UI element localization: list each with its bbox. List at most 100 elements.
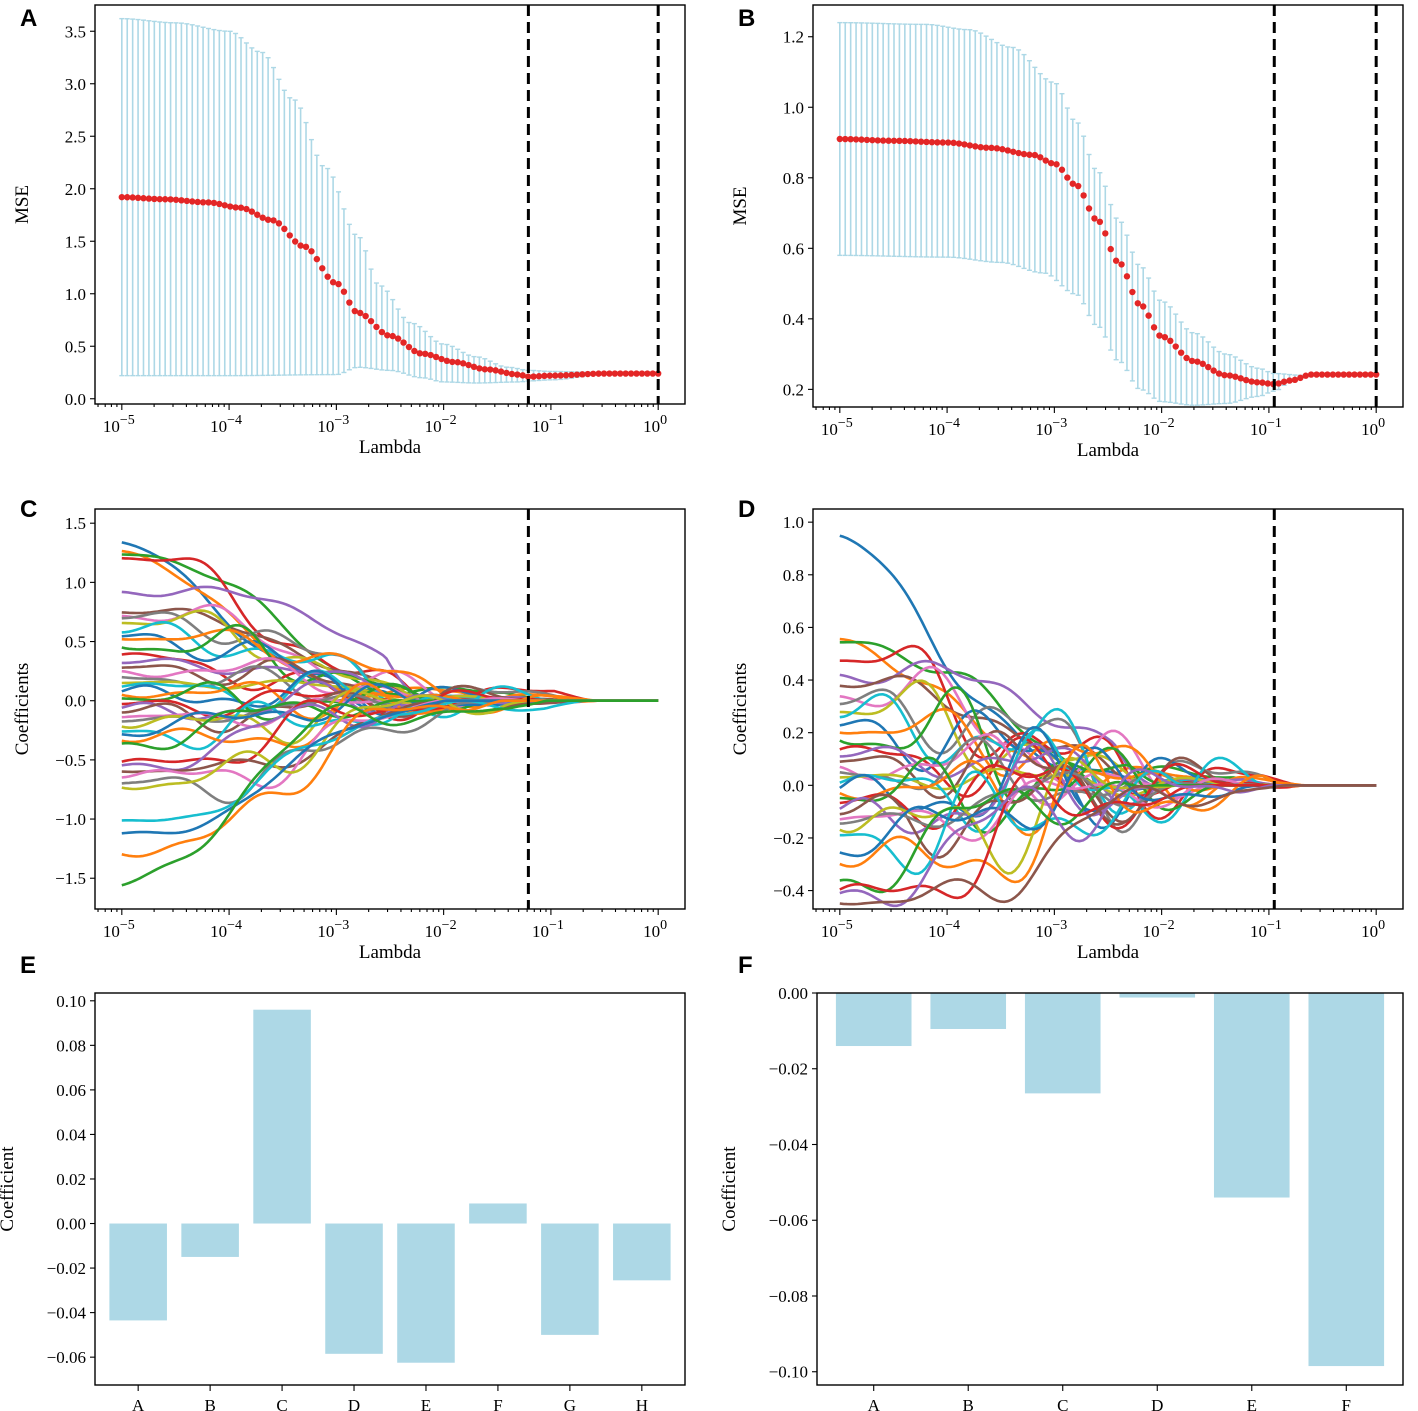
mean-mse-point-B [1009, 148, 1017, 155]
mean-mse-point-B [1313, 371, 1320, 378]
mean-mse-point-A [275, 220, 283, 227]
x-tick-label-B: 10−5 [821, 416, 853, 439]
mean-mse-point-A [470, 363, 478, 371]
mean-mse-point-B [993, 145, 1001, 152]
y-tick-label-E: 0.06 [56, 1081, 86, 1100]
coefficient-bar-E [469, 1203, 527, 1224]
mean-mse-point-A [416, 350, 423, 357]
plot-frame-B [812, 4, 1404, 408]
mean-mse-point-A [124, 194, 131, 201]
mean-mse-point-A [199, 199, 207, 206]
mean-mse-point-A [319, 265, 326, 272]
mean-mse-point-B [1280, 378, 1288, 385]
mean-mse-point-B [1226, 372, 1234, 379]
x-tick-label-F: F [1342, 1396, 1351, 1411]
mean-mse-point-B [907, 137, 914, 145]
y-tick-label-D: 0.0 [783, 776, 804, 795]
mean-mse-point-A [243, 205, 250, 213]
y-tick-label-B: 0.8 [783, 169, 804, 188]
x-tick-label-A: 10−4 [210, 413, 242, 436]
y-tick-label-E: −0.02 [47, 1259, 86, 1278]
y-tick-label-E: 0.00 [56, 1215, 86, 1234]
y-axis-label-C: Coefficients [12, 663, 33, 756]
y-axis-label-B: MSE [730, 186, 751, 225]
mean-mse-point-A [476, 365, 483, 372]
mean-mse-point-B [1264, 380, 1272, 387]
plot-frame-F [816, 992, 1404, 1386]
mean-mse-point-B [1150, 324, 1158, 331]
mean-mse-point-B [1156, 332, 1163, 339]
mean-mse-point-B [944, 139, 952, 146]
mean-mse-point-B [896, 137, 903, 145]
mean-mse-point-A [281, 225, 288, 233]
x-tick-label-F: E [1247, 1396, 1257, 1411]
mean-mse-point-B [1080, 192, 1087, 199]
y-axis-label-A: MSE [12, 185, 33, 224]
mean-mse-point-A [324, 273, 331, 280]
mean-mse-point-B [1069, 180, 1076, 187]
y-axis-label-F: Coefficient [719, 1146, 740, 1232]
y-tick-label-A: 2.5 [65, 127, 86, 146]
mean-mse-point-A [535, 373, 543, 380]
y-axis-label-D: Coefficients [730, 663, 751, 756]
plot-frame-E [94, 992, 686, 1386]
panel-letter-e: E [20, 952, 36, 979]
coefficient-bar-E [109, 1223, 167, 1321]
mean-mse-point-B [885, 137, 892, 144]
mean-mse-point-B [1318, 371, 1326, 378]
coefficient-bar-E [613, 1223, 671, 1281]
mean-mse-point-B [1286, 377, 1293, 384]
mean-mse-point-A [254, 211, 261, 218]
mean-mse-point-B [934, 139, 941, 146]
mean-mse-point-B [1140, 303, 1147, 310]
mean-mse-point-A [627, 370, 635, 377]
mean-mse-point-B [874, 137, 881, 144]
mean-mse-point-A [573, 371, 581, 378]
mean-mse-point-B [1210, 367, 1217, 374]
x-tick-label-C: 10−5 [103, 918, 135, 941]
plot-frame-A [94, 4, 686, 405]
x-tick-label-A: 10−3 [317, 413, 349, 436]
y-tick-label-E: −0.06 [47, 1348, 86, 1367]
mean-mse-point-A [644, 370, 651, 377]
x-tick-label-E: C [276, 1396, 287, 1411]
y-tick-label-D: −0.4 [773, 882, 804, 901]
x-tick-label-A: 10−1 [532, 413, 564, 436]
x-tick-label-C: 10−4 [210, 918, 242, 941]
mean-mse-point-A [134, 194, 142, 202]
x-axis-label-B: Lambda [1077, 440, 1140, 461]
mean-mse-point-A [568, 371, 575, 379]
x-tick-label-D: 10−2 [1143, 918, 1175, 941]
mean-mse-point-A [151, 195, 158, 203]
mean-mse-point-A [161, 196, 169, 203]
mean-mse-point-B [1205, 363, 1212, 371]
mean-mse-point-A [302, 243, 310, 251]
mean-mse-point-B [1194, 358, 1201, 365]
mean-mse-point-B [1351, 371, 1358, 378]
y-tick-label-D: 0.2 [783, 724, 804, 743]
mean-mse-point-B [1037, 154, 1044, 161]
panel-e-coefficient-bar-chart: A B C D E F G H −0.06 −0.04 −0.02 0.00 0.02 0.04 0.06 0… [0, 992, 686, 1411]
mean-mse-point-A [530, 373, 537, 380]
mean-mse-point-A [606, 370, 613, 377]
mean-mse-point-A [465, 361, 472, 369]
mean-mse-point-B [1302, 372, 1309, 379]
mean-mse-point-B [1329, 371, 1337, 378]
mean-mse-point-B [1188, 357, 1196, 365]
x-tick-label-D: 10−4 [928, 918, 960, 941]
plot-frame-C [94, 508, 686, 910]
mean-mse-point-B [1129, 288, 1136, 296]
x-tick-label-A: 10−5 [103, 413, 135, 436]
coefficient-bar-F [835, 993, 912, 1047]
mean-mse-point-B [1335, 371, 1342, 378]
mean-mse-point-A [600, 370, 608, 377]
mean-mse-point-A [232, 204, 239, 211]
panel-a-mse-plot: 0.0 0.5 1.0 1.5 2.0 2.5 3.0 3.5 MSE 10−5 10−4 10−3 1… [12, 4, 686, 458]
coefficient-bar-F [1119, 993, 1196, 998]
x-tick-label-E: G [564, 1396, 576, 1411]
mean-mse-point-A [389, 332, 396, 340]
y-tick-label-F: −0.02 [769, 1060, 808, 1079]
panel-letter-c: C [20, 496, 37, 523]
mean-mse-point-A [221, 202, 228, 209]
mean-mse-point-A [308, 248, 315, 255]
